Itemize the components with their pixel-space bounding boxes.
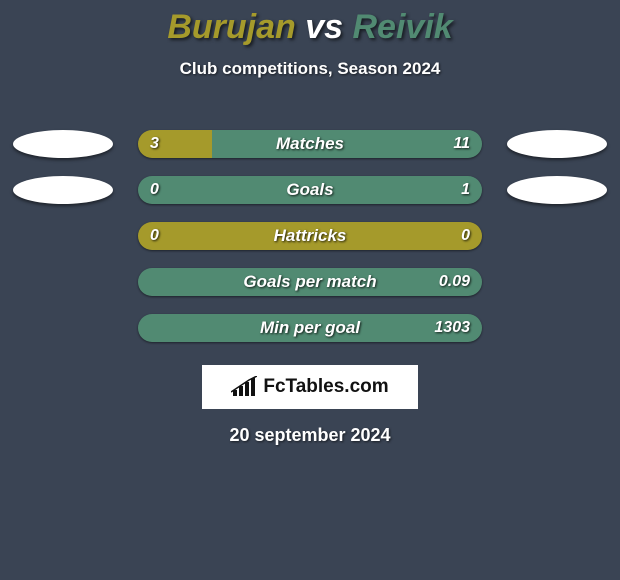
bar-chart-icon — [231, 376, 257, 398]
title-vs: vs — [305, 8, 343, 46]
page-root: Burujan vs Reivik Club competitions, Sea… — [0, 0, 620, 580]
team-badge-icon — [507, 176, 607, 204]
team-badge-left — [8, 125, 118, 163]
stat-bar: 00Hattricks — [138, 222, 482, 250]
stat-bar: 01Goals — [138, 176, 482, 204]
stat-rows-container: 311Matches 01Goals 00Hattricks 0.09Goals pe… — [0, 121, 620, 351]
stat-bar-right — [138, 268, 482, 296]
stat-row: 0.09Goals per match — [0, 259, 620, 305]
stat-bar-left — [138, 130, 212, 158]
page-title: Burujan vs Reivik — [0, 0, 620, 47]
subtitle: Club competitions, Season 2024 — [0, 59, 620, 79]
stat-row: 00Hattricks — [0, 213, 620, 259]
date-text: 20 september 2024 — [0, 425, 620, 446]
logo-box: FcTables.com — [202, 365, 418, 409]
stat-bar: 1303Min per goal — [138, 314, 482, 342]
stat-row: 311Matches — [0, 121, 620, 167]
team-badge-icon — [13, 176, 113, 204]
logo-inner: FcTables.com — [231, 376, 388, 398]
title-player-b: Reivik — [353, 8, 453, 46]
stat-row: 1303Min per goal — [0, 305, 620, 351]
stat-bar: 311Matches — [138, 130, 482, 158]
stat-row: 01Goals — [0, 167, 620, 213]
stat-bar-right — [212, 130, 482, 158]
team-badge-left — [8, 171, 118, 209]
team-badge-right — [502, 171, 612, 209]
stat-bar: 0.09Goals per match — [138, 268, 482, 296]
stat-bar-right — [138, 314, 482, 342]
stat-bar-right — [138, 176, 482, 204]
title-player-a: Burujan — [167, 8, 295, 46]
team-badge-icon — [507, 130, 607, 158]
team-badge-right — [502, 125, 612, 163]
team-badge-icon — [13, 130, 113, 158]
stat-bar-left — [138, 222, 482, 250]
logo-text: FcTables.com — [263, 376, 388, 398]
